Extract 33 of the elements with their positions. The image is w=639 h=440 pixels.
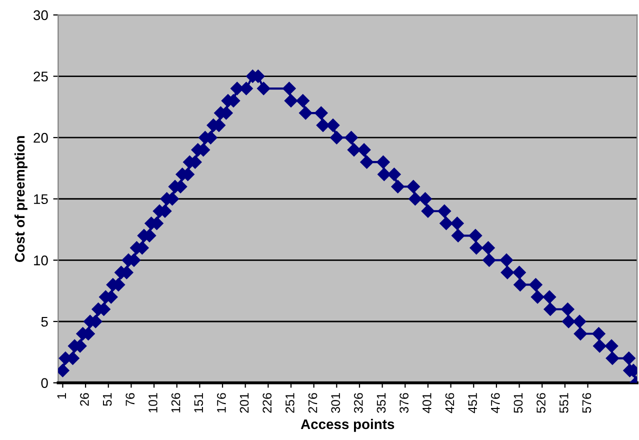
x-axis-title: Access points bbox=[300, 418, 394, 432]
x-tick-label: 226 bbox=[262, 393, 272, 413]
x-tick-label: 426 bbox=[445, 393, 454, 414]
x-tick-label: 76 bbox=[126, 393, 135, 406]
x-tick-label: 526 bbox=[536, 393, 546, 413]
y-tick-label: 5 bbox=[41, 316, 48, 327]
x-tick-label: 126 bbox=[171, 393, 180, 412]
x-tick-label: 551 bbox=[560, 393, 568, 413]
y-tick-label: 25 bbox=[34, 72, 48, 82]
x-tick-label: 351 bbox=[376, 393, 386, 413]
x-tick-label: 501 bbox=[514, 393, 523, 413]
x-tick-label: 276 bbox=[308, 393, 318, 413]
x-tick-label: 51 bbox=[103, 393, 112, 406]
y-tick-label: 0 bbox=[41, 378, 48, 388]
x-tick-label: 451 bbox=[468, 393, 477, 414]
y-tick-label: 10 bbox=[34, 256, 48, 266]
x-tick-label: 576 bbox=[582, 393, 592, 413]
y-tick-label: 15 bbox=[34, 194, 48, 204]
x-tick-label: 151 bbox=[194, 393, 204, 412]
x-tick-label: 376 bbox=[400, 393, 408, 413]
x-tick-label: 251 bbox=[286, 393, 294, 413]
x-tick-label: 201 bbox=[240, 393, 249, 413]
x-tick-label: 476 bbox=[490, 393, 500, 414]
x-tick-label: 326 bbox=[354, 393, 363, 413]
x-tick-label: 26 bbox=[80, 393, 89, 406]
x-tick-label: 101 bbox=[148, 393, 158, 412]
x-tick-label: 401 bbox=[422, 393, 432, 414]
x-tick-label: 176 bbox=[217, 393, 226, 412]
y-axis-title: Cost of preemption bbox=[14, 136, 28, 262]
x-tick-label: 301 bbox=[331, 393, 340, 413]
y-tick-label: 30 bbox=[34, 10, 48, 20]
y-tick-label: 20 bbox=[34, 132, 48, 143]
x-tick-label: 1 bbox=[57, 393, 66, 399]
